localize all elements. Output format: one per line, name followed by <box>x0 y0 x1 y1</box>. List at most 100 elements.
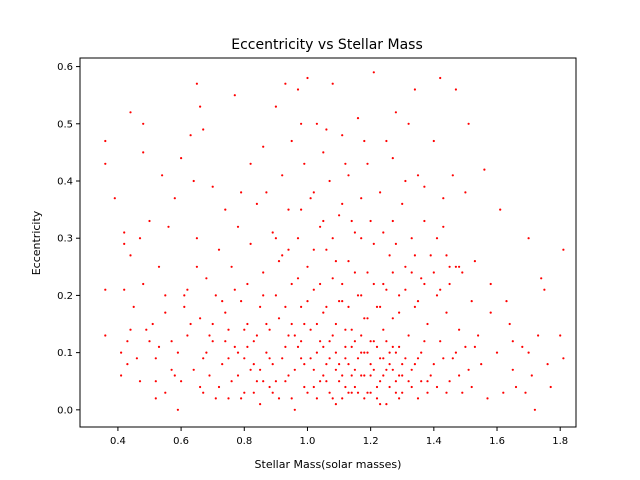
data-point <box>173 374 176 377</box>
data-point <box>287 208 290 211</box>
data-point <box>202 128 205 131</box>
data-point <box>129 111 132 114</box>
data-point <box>138 380 142 383</box>
data-point <box>334 368 337 371</box>
data-point <box>277 260 281 263</box>
data-point <box>366 271 369 274</box>
data-point <box>170 368 173 371</box>
data-point <box>252 340 255 343</box>
data-point <box>388 254 391 257</box>
data-point <box>423 219 426 223</box>
data-point <box>227 328 230 331</box>
y-tick-label: 0.0 <box>57 405 73 416</box>
data-point <box>306 300 309 303</box>
y-axis-label: Eccentricity <box>30 210 43 275</box>
data-point <box>331 397 334 400</box>
data-point <box>394 391 397 394</box>
data-point <box>439 340 442 343</box>
data-point <box>454 351 457 354</box>
data-point <box>224 208 227 211</box>
data-point <box>325 305 328 308</box>
data-point <box>328 179 331 183</box>
data-point <box>338 214 341 217</box>
x-tick-label: 1.2 <box>363 436 379 447</box>
data-point <box>154 357 157 360</box>
data-point <box>369 391 372 394</box>
data-point <box>249 242 252 245</box>
data-point <box>391 219 394 223</box>
x-tick-label: 1.0 <box>300 436 316 447</box>
data-point <box>398 294 401 297</box>
data-point <box>353 271 356 274</box>
data-point <box>236 225 240 228</box>
data-point <box>356 294 360 297</box>
data-point <box>325 363 328 366</box>
data-point <box>221 300 224 303</box>
data-point <box>448 265 451 268</box>
data-point <box>236 351 240 354</box>
data-point <box>126 340 129 343</box>
data-point <box>217 248 221 251</box>
data-point <box>331 82 334 85</box>
data-point <box>562 357 565 360</box>
data-point <box>341 202 344 205</box>
data-point <box>214 294 217 297</box>
data-point <box>300 357 303 360</box>
data-point <box>164 391 167 394</box>
data-point <box>199 105 202 108</box>
data-point <box>328 357 331 360</box>
data-point <box>322 345 325 348</box>
data-point <box>353 368 356 371</box>
data-point <box>277 317 281 320</box>
data-point <box>224 340 227 343</box>
data-point <box>514 385 518 389</box>
data-point <box>180 157 183 160</box>
data-point <box>113 197 116 200</box>
data-point <box>211 340 214 343</box>
data-point <box>154 397 157 400</box>
data-point <box>379 357 382 360</box>
data-point <box>331 277 334 280</box>
data-point <box>505 300 508 303</box>
data-point <box>233 345 236 348</box>
data-point <box>252 391 255 394</box>
data-point <box>123 231 126 234</box>
data-point <box>404 179 407 183</box>
data-point <box>104 334 107 337</box>
data-point <box>423 340 426 343</box>
data-point <box>284 305 287 308</box>
data-point <box>243 357 246 360</box>
data-point <box>325 128 328 131</box>
data-point <box>246 345 249 348</box>
data-point <box>483 168 486 171</box>
data-point <box>262 380 265 383</box>
data-point <box>549 385 552 389</box>
data-point <box>347 260 350 263</box>
data-point <box>360 237 363 240</box>
data-point <box>350 345 353 348</box>
data-point <box>442 197 445 200</box>
data-point <box>524 391 527 394</box>
data-point <box>372 368 375 371</box>
data-point <box>353 385 356 389</box>
data-point <box>186 288 189 291</box>
data-point <box>214 397 217 400</box>
data-point <box>439 76 442 80</box>
data-point <box>341 374 344 377</box>
data-point <box>315 351 318 354</box>
x-axis-ticks: 0.4 0.6 0.8 1.0 1.2 1.4 1.6 1.8 <box>110 427 568 447</box>
data-point <box>142 122 145 125</box>
data-point <box>426 380 429 383</box>
data-point <box>284 380 287 383</box>
data-point <box>391 317 394 320</box>
data-point <box>189 134 192 137</box>
data-point <box>240 191 243 194</box>
data-point <box>202 391 205 394</box>
data-point <box>372 242 375 245</box>
data-point <box>546 363 549 366</box>
data-point <box>454 265 457 268</box>
x-axis-label: Stellar Mass(solar masses) <box>255 458 402 471</box>
data-point <box>309 197 312 200</box>
data-point <box>458 374 461 377</box>
data-point <box>202 357 205 360</box>
